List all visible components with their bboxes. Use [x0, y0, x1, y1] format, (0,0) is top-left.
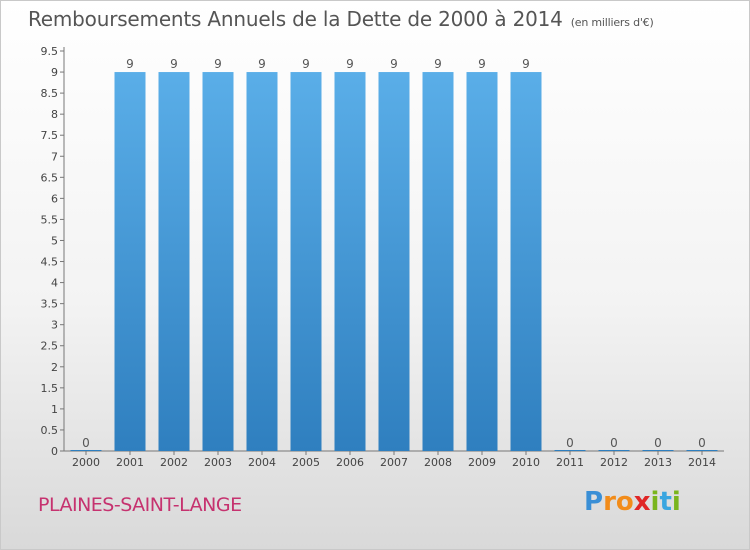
logo-letter: i: [650, 487, 660, 517]
x-tick-label: 2013: [644, 456, 672, 469]
bar: [598, 450, 630, 451]
x-tick-label: 2009: [468, 456, 496, 469]
bar-data-label: 0: [698, 436, 706, 450]
y-tick-label: 7.5: [41, 129, 59, 142]
logo-letter: i: [671, 487, 681, 517]
y-tick-label: 6.5: [41, 171, 59, 184]
bar-data-label: 0: [654, 436, 662, 450]
x-tick-label: 2006: [336, 456, 364, 469]
bar: [378, 72, 410, 451]
bar: [422, 72, 454, 451]
y-tick-label: 0.5: [41, 424, 59, 437]
chart-bars: [70, 72, 718, 451]
y-tick-label: 3: [51, 319, 58, 332]
y-tick-label: 9.5: [41, 45, 59, 58]
bar-data-label: 9: [258, 57, 266, 71]
proxiti-logo: Proxiti: [584, 487, 681, 517]
y-tick-label: 0: [51, 445, 58, 458]
y-tick-label: 7: [51, 150, 58, 163]
bar-data-label: 0: [610, 436, 618, 450]
bar-data-label: 9: [522, 57, 530, 71]
bar-data-label: 9: [434, 57, 442, 71]
x-tick-label: 2003: [204, 456, 232, 469]
bar: [510, 72, 542, 451]
chart-x-tick-labels: 2000 2001 2002 2003 2004 2005 2006 2007 2008 2009…: [72, 451, 716, 469]
bar: [290, 72, 322, 451]
bar-data-label: 9: [346, 57, 354, 71]
bar-data-label: 9: [126, 57, 134, 71]
x-tick-label: 2004: [248, 456, 276, 469]
y-tick-label: 9: [51, 66, 58, 79]
chart-title-text: Remboursements Annuels de la Dette de 20…: [28, 7, 563, 31]
x-tick-label: 2002: [160, 456, 188, 469]
bar: [334, 72, 366, 451]
bar: [642, 450, 674, 451]
logo-letter: t: [659, 487, 672, 517]
y-tick-label: 5: [51, 234, 58, 247]
location-name: PLAINES-SAINT-LANGE: [38, 494, 242, 516]
bar-data-label: 0: [82, 436, 90, 450]
bar: [158, 72, 190, 451]
y-tick-label: 2: [51, 361, 58, 374]
chart-y-tick-labels: 0 0.5 1 1.5 2 2.5 3 3.5 4 4.5 5 5.5 6 6.5 7 7.5 8 8.5 9 9.5: [41, 45, 64, 458]
bar: [466, 72, 498, 451]
bar-data-label: 9: [390, 57, 398, 71]
bar: [554, 450, 586, 451]
y-tick-label: 4.5: [41, 256, 59, 269]
x-tick-label: 2000: [72, 456, 100, 469]
x-tick-label: 2005: [292, 456, 320, 469]
bar: [202, 72, 234, 451]
y-tick-label: 8.5: [41, 87, 59, 100]
y-tick-label: 6: [51, 192, 58, 205]
x-tick-label: 2011: [556, 456, 584, 469]
bar: [246, 72, 278, 451]
bar-data-label: 9: [170, 57, 178, 71]
x-tick-label: 2007: [380, 456, 408, 469]
bar-data-label: 0: [566, 436, 574, 450]
chart-unit: (en milliers d'€): [570, 16, 654, 29]
x-tick-label: 2014: [688, 456, 716, 469]
chart-data-labels: 0 9 9 9 9 9 9 9 9 9 9 0 0 0 0: [82, 57, 706, 450]
y-tick-label: 1.5: [41, 382, 59, 395]
bar-data-label: 9: [478, 57, 486, 71]
y-tick-label: 1: [51, 403, 58, 416]
y-tick-label: 4: [51, 277, 58, 290]
y-tick-label: 8: [51, 108, 58, 121]
bar-data-label: 9: [302, 57, 310, 71]
chart-title: Remboursements Annuels de la Dette de 20…: [28, 7, 654, 31]
x-tick-label: 2008: [424, 456, 452, 469]
y-tick-label: 3.5: [41, 298, 59, 311]
logo-letter: r: [603, 487, 616, 517]
x-tick-label: 2012: [600, 456, 628, 469]
y-tick-label: 5.5: [41, 213, 59, 226]
bar: [114, 72, 146, 451]
bar: [686, 450, 718, 451]
bar-data-label: 9: [214, 57, 222, 71]
x-tick-label: 2010: [512, 456, 540, 469]
logo-letter: x: [633, 487, 651, 517]
y-tick-label: 2.5: [41, 340, 59, 353]
logo-letter: P: [584, 487, 604, 517]
bar: [70, 450, 102, 451]
x-tick-label: 2001: [116, 456, 144, 469]
logo-letter: o: [615, 487, 634, 517]
